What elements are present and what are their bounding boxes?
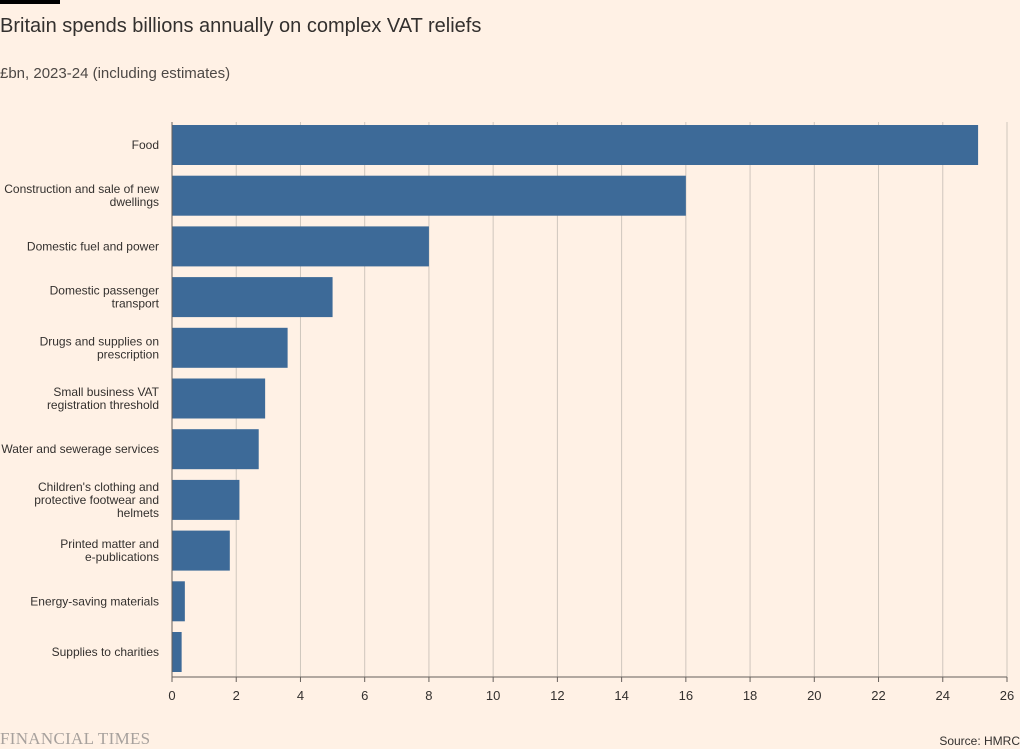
x-tick-label: 8 — [425, 688, 432, 703]
x-tick-label: 22 — [871, 688, 885, 703]
bar — [172, 125, 979, 165]
bar — [172, 327, 288, 368]
bar — [172, 479, 240, 520]
category-label: Domestic fuel and power — [27, 239, 159, 253]
category-label: helmets — [117, 506, 159, 520]
x-tick-label: 4 — [297, 688, 304, 703]
category-label: registration threshold — [47, 398, 159, 412]
chart-subtitle: £bn, 2023-24 (including estimates) — [0, 65, 231, 82]
category-label: Drugs and supplies on — [40, 334, 159, 348]
category-label: Supplies to charities — [52, 645, 159, 659]
x-tick-label: 14 — [614, 688, 628, 703]
category-label: protective footwear and — [34, 493, 159, 507]
bar — [172, 378, 266, 419]
bar — [172, 632, 182, 672]
bar — [172, 175, 686, 216]
x-tick-label: 20 — [807, 688, 821, 703]
bar — [172, 530, 230, 571]
x-tick-label: 2 — [233, 688, 240, 703]
bar — [172, 226, 429, 267]
category-label: Food — [132, 138, 159, 152]
bar — [172, 277, 333, 318]
bar — [172, 429, 259, 470]
brand-accent-bar — [0, 0, 60, 4]
ft-logo: FINANCIAL TIMES — [0, 729, 151, 748]
x-tick-label: 16 — [679, 688, 693, 703]
x-tick-label: 18 — [743, 688, 757, 703]
x-tick-label: 26 — [1000, 688, 1014, 703]
chart-title: Britain spends billions annually on comp… — [0, 15, 482, 37]
category-label: Printed matter and — [60, 537, 159, 551]
category-label: e-publications — [85, 550, 159, 564]
category-label: Domestic passenger — [50, 284, 159, 298]
category-label: Construction and sale of new — [4, 182, 159, 196]
category-label: prescription — [97, 347, 159, 361]
category-label: Small business VAT — [53, 385, 159, 399]
x-tick-label: 10 — [486, 688, 500, 703]
x-tick-label: 12 — [550, 688, 564, 703]
category-label: Children's clothing and — [38, 480, 159, 494]
category-label: Water and sewerage services — [1, 442, 159, 456]
category-label: dwellings — [110, 195, 159, 209]
category-label: Energy-saving materials — [30, 594, 159, 608]
source-note: Source: HMRC — [939, 734, 1020, 748]
x-tick-label: 6 — [361, 688, 368, 703]
bar — [172, 581, 185, 622]
x-tick-label: 24 — [936, 688, 950, 703]
category-label: transport — [112, 297, 160, 311]
x-tick-label: 0 — [168, 688, 175, 703]
